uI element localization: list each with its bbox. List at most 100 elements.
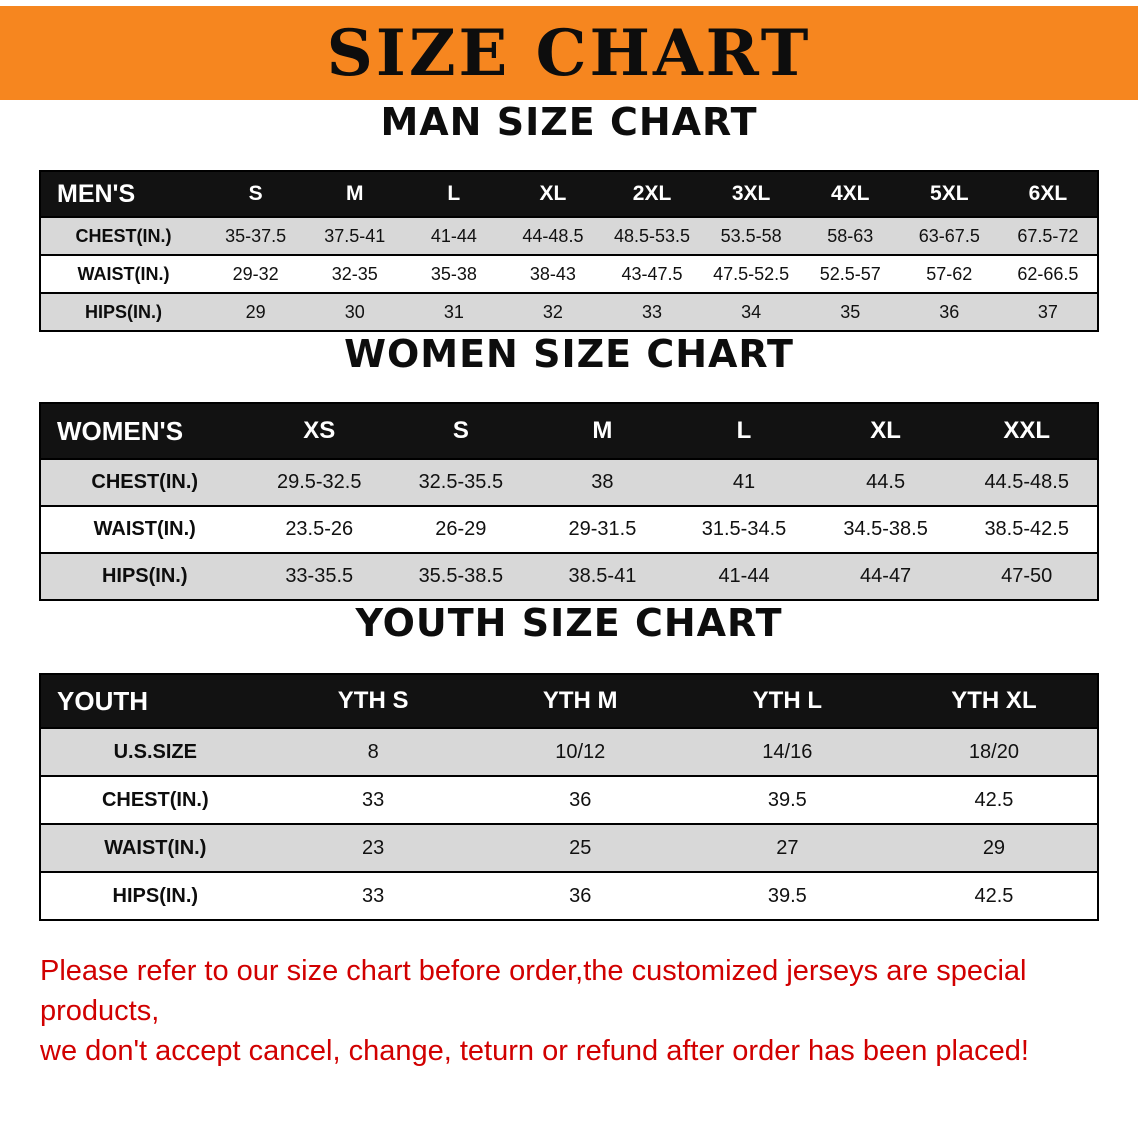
- table-cell: 35-37.5: [206, 216, 306, 256]
- size-column-header: YTH S: [269, 674, 477, 728]
- table-cell: 41: [673, 458, 815, 507]
- row-label: CHEST(IN.): [40, 775, 270, 825]
- table-cell: 10/12: [476, 727, 684, 777]
- table-cell: 36: [476, 775, 684, 825]
- table-row: U.S.SIZE 8 10/12 14/16 18/20: [40, 727, 1098, 777]
- table-cell: 29.5-32.5: [248, 458, 391, 507]
- youth-size-table: YOUTH YTH S YTH M YTH L YTH XL U.S.SIZE 8 10/12…: [39, 673, 1099, 921]
- table-cell: 53.5-58: [701, 216, 801, 256]
- table-cell: 58-63: [800, 216, 900, 256]
- table-cell: 36: [899, 292, 999, 332]
- table-row: HIPS(IN.) 29 30 31 32 33 34 35 36 37: [40, 292, 1098, 332]
- table-cell: 42.5: [890, 871, 1098, 921]
- youth-section-heading: YOUTH SIZE CHART: [355, 601, 783, 645]
- table-cell: 8: [269, 727, 477, 777]
- table-cell: 44-48.5: [503, 216, 603, 256]
- table-cell: 25: [476, 823, 684, 873]
- table-cell: 29-31.5: [531, 505, 674, 554]
- table-cell: 31.5-34.5: [673, 505, 815, 554]
- table-corner-label: MEN'S: [40, 171, 207, 217]
- page-title: SIZE CHART: [326, 15, 812, 91]
- size-column-header: L: [673, 403, 815, 459]
- table-cell: 44-47: [814, 552, 957, 601]
- table-header-row: YOUTH YTH S YTH M YTH L YTH XL: [40, 674, 1098, 728]
- table-cell: 63-67.5: [899, 216, 999, 256]
- table-cell: 41-44: [404, 216, 504, 256]
- table-cell: 29: [890, 823, 1098, 873]
- table-row: WAIST(IN.) 23 25 27 29: [40, 823, 1098, 873]
- table-corner-label: WOMEN'S: [40, 403, 249, 459]
- table-cell: 44.5: [814, 458, 957, 507]
- disclaimer-line-2: we don't accept cancel, change, teturn o…: [40, 1035, 1029, 1067]
- table-cell: 31: [404, 292, 504, 332]
- table-cell: 47.5-52.5: [701, 254, 801, 294]
- row-label: CHEST(IN.): [40, 458, 249, 507]
- men-section-heading: MAN SIZE CHART: [380, 100, 758, 144]
- row-label: WAIST(IN.): [40, 505, 249, 554]
- table-cell: 23: [269, 823, 477, 873]
- table-cell: 48.5-53.5: [602, 216, 702, 256]
- table-row: HIPS(IN.) 33 36 39.5 42.5: [40, 871, 1098, 921]
- table-cell: 36: [476, 871, 684, 921]
- size-column-header: YTH XL: [890, 674, 1098, 728]
- row-label: WAIST(IN.): [40, 254, 207, 294]
- table-cell: 62-66.5: [998, 254, 1098, 294]
- disclaimer-line-1: Please refer to our size chart before or…: [40, 955, 1027, 1027]
- table-cell: 14/16: [683, 727, 891, 777]
- table-cell: 33: [602, 292, 702, 332]
- size-column-header: 6XL: [998, 171, 1098, 217]
- table-cell: 52.5-57: [800, 254, 900, 294]
- row-label: WAIST(IN.): [40, 823, 270, 873]
- size-column-header: XL: [503, 171, 603, 217]
- women-size-table: WOMEN'S XS S M L XL XXL CHEST(IN.) 29.5-32.5 32.5…: [39, 402, 1099, 601]
- table-cell: 39.5: [683, 775, 891, 825]
- row-label: HIPS(IN.): [40, 292, 207, 332]
- table-cell: 33: [269, 871, 477, 921]
- row-label: HIPS(IN.): [40, 552, 249, 601]
- size-column-header: 5XL: [899, 171, 999, 217]
- size-column-header: 3XL: [701, 171, 801, 217]
- table-cell: 29: [206, 292, 306, 332]
- table-cell: 27: [683, 823, 891, 873]
- table-cell: 29-32: [206, 254, 306, 294]
- table-cell: 38.5-42.5: [956, 505, 1098, 554]
- table-row: WAIST(IN.) 29-32 32-35 35-38 38-43 43-47.5 47.…: [40, 254, 1098, 294]
- table-corner-label: YOUTH: [40, 674, 270, 728]
- table-cell: 32: [503, 292, 603, 332]
- table-cell: 38: [531, 458, 674, 507]
- table-row: CHEST(IN.) 29.5-32.5 32.5-35.5 38 41 44.5 44.5…: [40, 458, 1098, 507]
- table-cell: 39.5: [683, 871, 891, 921]
- size-column-header: M: [531, 403, 674, 459]
- size-column-header: YTH L: [683, 674, 891, 728]
- table-cell: 35.5-38.5: [390, 552, 532, 601]
- size-chart-banner: SIZE CHART: [0, 6, 1138, 100]
- table-row: HIPS(IN.) 33-35.5 35.5-38.5 38.5-41 41-44 44-…: [40, 552, 1098, 601]
- table-cell: 38.5-41: [531, 552, 674, 601]
- row-label: CHEST(IN.): [40, 216, 207, 256]
- table-cell: 33-35.5: [248, 552, 391, 601]
- disclaimer-text: Please refer to our size chart before or…: [40, 951, 1100, 1071]
- table-row: CHEST(IN.) 35-37.5 37.5-41 41-44 44-48.5 48.5…: [40, 216, 1098, 256]
- row-label: HIPS(IN.): [40, 871, 270, 921]
- table-cell: 67.5-72: [998, 216, 1098, 256]
- table-cell: 34: [701, 292, 801, 332]
- size-column-header: XL: [814, 403, 957, 459]
- table-row: WAIST(IN.) 23.5-26 26-29 29-31.5 31.5-34.5 34…: [40, 505, 1098, 554]
- size-column-header: L: [404, 171, 504, 217]
- table-cell: 57-62: [899, 254, 999, 294]
- table-header-row: WOMEN'S XS S M L XL XXL: [40, 403, 1098, 459]
- row-label: U.S.SIZE: [40, 727, 270, 777]
- table-cell: 43-47.5: [602, 254, 702, 294]
- table-cell: 32-35: [305, 254, 405, 294]
- table-cell: 30: [305, 292, 405, 332]
- table-cell: 37.5-41: [305, 216, 405, 256]
- table-row: CHEST(IN.) 33 36 39.5 42.5: [40, 775, 1098, 825]
- size-column-header: M: [305, 171, 405, 217]
- table-cell: 41-44: [673, 552, 815, 601]
- table-cell: 35-38: [404, 254, 504, 294]
- table-cell: 44.5-48.5: [956, 458, 1098, 507]
- table-cell: 32.5-35.5: [390, 458, 532, 507]
- table-cell: 33: [269, 775, 477, 825]
- table-header-row: MEN'S S M L XL 2XL 3XL 4XL 5XL 6XL: [40, 171, 1098, 217]
